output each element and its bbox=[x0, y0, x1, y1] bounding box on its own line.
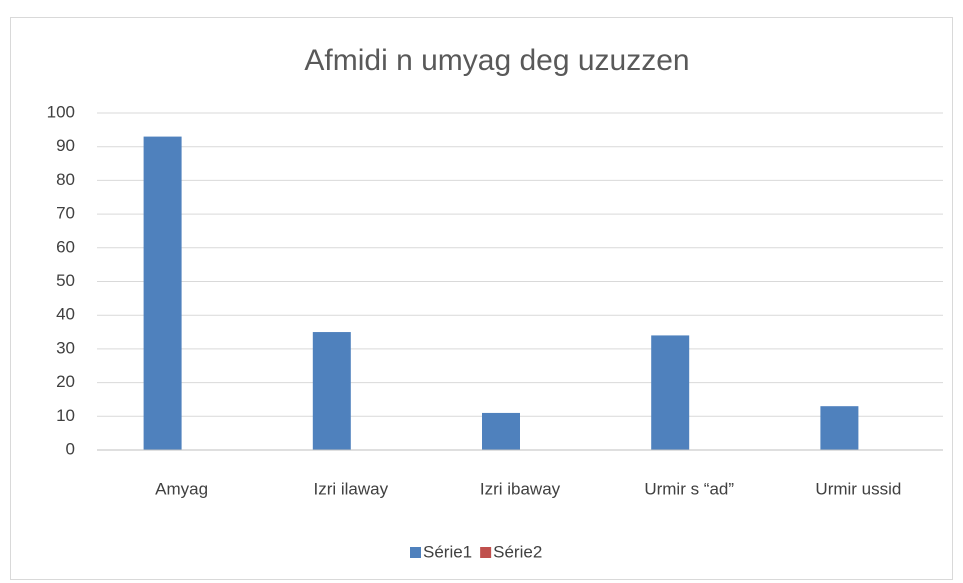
bar bbox=[482, 412, 520, 450]
legend-swatch bbox=[410, 547, 421, 558]
x-tick-label: Izri ibaway bbox=[480, 479, 561, 498]
x-tick-label: Izri ilaway bbox=[313, 479, 388, 498]
bar bbox=[820, 406, 859, 450]
chart-title: Afmidi n umyag deg uzuzzen bbox=[304, 44, 689, 77]
bar bbox=[143, 136, 182, 450]
y-tick-label: 0 bbox=[66, 439, 75, 458]
x-tick-label: Urmir s “ad” bbox=[644, 479, 734, 498]
legend-label: Série1 bbox=[423, 542, 472, 561]
y-tick-label: 90 bbox=[56, 136, 75, 155]
y-tick-label: 30 bbox=[56, 338, 75, 357]
legend-label: Série2 bbox=[493, 542, 542, 561]
bar bbox=[312, 332, 351, 450]
y-tick-label: 60 bbox=[56, 237, 75, 256]
x-tick-label: Amyag bbox=[155, 479, 208, 498]
y-tick-label: 80 bbox=[56, 170, 75, 189]
y-tick-label: 100 bbox=[47, 102, 75, 121]
x-tick-label: Urmir ussid bbox=[815, 479, 901, 498]
y-tick-label: 70 bbox=[56, 204, 75, 223]
y-tick-label: 10 bbox=[56, 406, 75, 425]
legend-swatch bbox=[480, 547, 492, 558]
y-tick-label: 20 bbox=[56, 372, 75, 391]
y-tick-label: 50 bbox=[56, 271, 75, 290]
y-tick-label: 40 bbox=[56, 305, 75, 324]
bar bbox=[651, 335, 690, 450]
